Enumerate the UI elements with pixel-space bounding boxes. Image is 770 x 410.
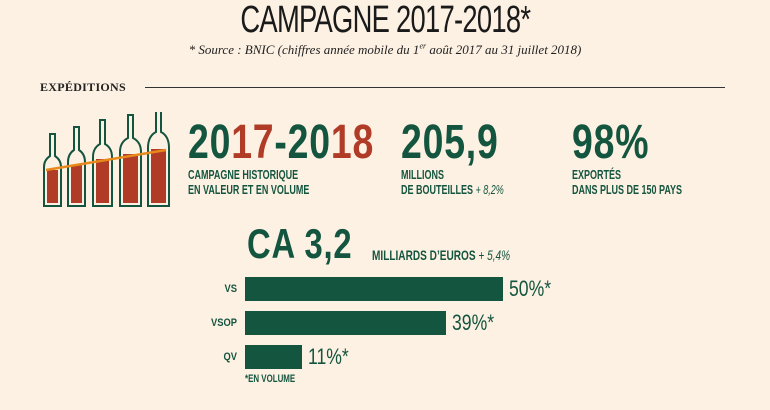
section-divider <box>145 87 725 88</box>
bottles-growth-icon <box>43 112 170 207</box>
campaign-stat: 2017-2018 CAMPAGNE HISTORIQUE EN VALEUR … <box>188 116 375 198</box>
chart-footnote: *EN VOLUME <box>245 373 296 385</box>
bar-label: VS <box>224 283 237 295</box>
bar-vsop <box>245 311 447 335</box>
bar-qv <box>245 345 302 369</box>
bar-value: 11%* <box>307 344 349 369</box>
bar-label: VSOP <box>211 317 237 329</box>
export-stat: 98% EXPORTÉS DANS PLUS DE 150 PAYS <box>572 116 683 198</box>
bar-value: 50%* <box>509 276 552 301</box>
bottles-stat: 205,9 MILLIONS DE BOUTEILLES + 8,2% <box>401 116 504 198</box>
page-title: CAMPAGNE 2017-2018* <box>240 0 531 41</box>
source-note: * Source : BNIC (chiffres année mobile d… <box>188 41 582 57</box>
revenue-unit: MILLIARDS D’EUROS + 5,4% <box>372 247 511 263</box>
bar-label: QV <box>223 351 237 363</box>
bar-vs <box>245 277 503 301</box>
bar-value: 39%* <box>452 310 495 335</box>
section-title: EXPÉDITIONS <box>40 80 126 94</box>
trend-line <box>45 148 167 172</box>
revenue-stat: CA 3,2 <box>247 220 353 267</box>
